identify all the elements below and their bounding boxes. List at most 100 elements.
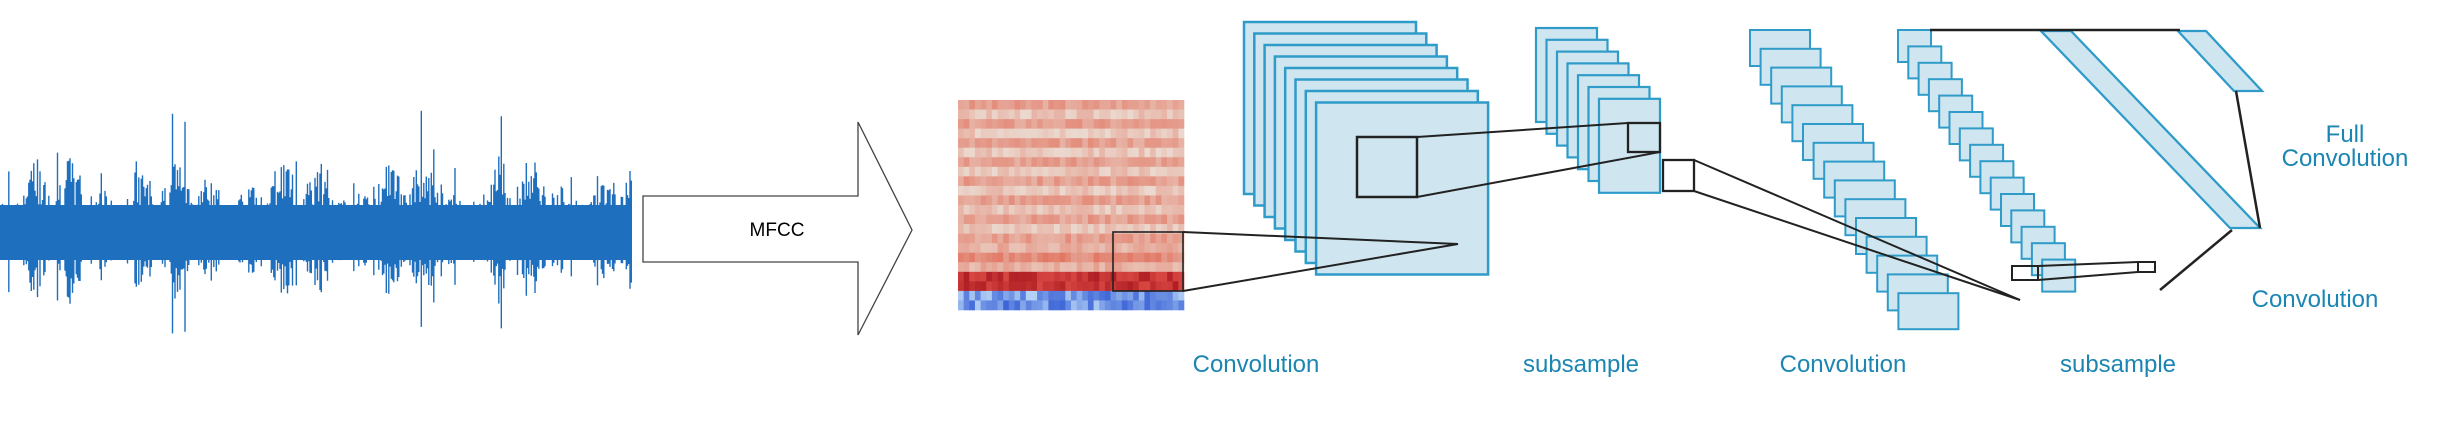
mfcc-cell <box>1161 243 1168 254</box>
mfcc-cell <box>1008 109 1015 120</box>
mfcc-cell <box>1150 138 1157 149</box>
mfcc-cell <box>1014 233 1021 244</box>
mfcc-cell <box>1003 205 1010 215</box>
mfcc-cell <box>1116 252 1123 263</box>
mfcc-cell <box>1065 195 1072 206</box>
mfcc-cell <box>1150 252 1157 263</box>
mfcc-cell <box>1031 166 1038 177</box>
mfcc-cell <box>1014 281 1021 292</box>
mfcc-cell <box>1161 128 1168 139</box>
mfcc-cell <box>963 281 970 292</box>
mfcc-cell <box>958 252 964 263</box>
mfcc-cell <box>1144 185 1151 196</box>
mfcc-cell <box>1161 157 1168 168</box>
mfcc-cell <box>963 185 970 196</box>
mfcc-cell <box>1150 271 1157 282</box>
mfcc-cell <box>1003 252 1010 263</box>
mfcc-cell <box>1150 224 1157 234</box>
mfcc-cell <box>958 128 964 139</box>
mfcc-cell <box>1037 262 1044 273</box>
mfcc-cell <box>1031 157 1038 168</box>
mfcc-cell <box>1144 214 1151 225</box>
mfcc-cell <box>1104 195 1111 206</box>
mfcc-cell <box>1172 243 1179 254</box>
mfcc-cell <box>1093 128 1100 139</box>
mfcc-cell <box>1116 185 1123 196</box>
mfcc-cell <box>1110 109 1117 120</box>
mfcc-cell <box>1138 281 1145 292</box>
mfcc-cell <box>1020 224 1027 234</box>
mfcc-cell <box>980 195 987 206</box>
mfcc-cell <box>1082 205 1089 215</box>
mfcc-cell <box>997 176 1004 187</box>
mfcc-cell <box>1048 147 1055 158</box>
label-convolution-2: Convolution <box>1780 351 1907 378</box>
mfcc-cell <box>1127 147 1134 158</box>
mfcc-cell <box>1065 128 1072 139</box>
mfcc-cell <box>1020 100 1027 110</box>
mfcc-cell <box>1138 290 1145 301</box>
mfcc-cell <box>1042 119 1049 129</box>
mfcc-cell <box>1104 138 1111 149</box>
mfcc-cell <box>1054 243 1060 254</box>
mfcc-cell <box>1037 252 1044 263</box>
mfcc-cell <box>1087 243 1094 254</box>
mfcc-cell <box>963 176 970 187</box>
mfcc-cell <box>1133 147 1140 158</box>
mfcc-cell <box>1127 290 1134 301</box>
mfcc-cell <box>958 195 964 206</box>
mfcc-cell <box>1082 138 1089 149</box>
mfcc-cell <box>1099 214 1106 225</box>
mfcc-cell <box>1003 233 1010 244</box>
mfcc-cell <box>1155 233 1162 244</box>
mfcc-cell <box>1155 138 1162 149</box>
mfcc-cell <box>1172 100 1179 110</box>
mfcc-cell <box>1116 243 1123 254</box>
mfcc-cell <box>1133 205 1140 215</box>
mfcc-cell <box>1008 176 1015 187</box>
mfcc-cell <box>1065 119 1072 129</box>
mfcc-cell <box>1071 147 1077 158</box>
mfcc-cell <box>1138 262 1145 273</box>
mfcc-cell <box>1071 233 1077 244</box>
mfcc-cell <box>1110 128 1117 139</box>
mfcc-cell <box>1110 300 1117 311</box>
mfcc-cell <box>1082 128 1089 139</box>
mfcc-cell <box>1110 166 1117 177</box>
mfcc-cell <box>1167 119 1173 129</box>
mfcc-cell <box>1099 252 1106 263</box>
mfcc-cell <box>1116 176 1123 187</box>
mfcc-cell <box>969 138 976 149</box>
mfcc-cell <box>1155 128 1162 139</box>
mfcc-cell <box>1054 138 1060 149</box>
mfcc-cell <box>1014 109 1021 120</box>
mfcc-cell <box>1104 109 1111 120</box>
mfcc-cell <box>1116 271 1123 282</box>
mfcc-cell <box>980 128 987 139</box>
mfcc-cell <box>1150 195 1157 206</box>
mfcc-cell <box>1167 281 1173 292</box>
mfcc-cell <box>986 176 993 187</box>
mfcc-cell <box>980 290 987 301</box>
mfcc-cell <box>1037 157 1044 168</box>
mfcc-cell <box>1031 128 1038 139</box>
mfcc-cell <box>1093 147 1100 158</box>
mfcc-cell <box>1042 281 1049 292</box>
mfcc-cell <box>974 166 981 177</box>
mfcc-cell <box>1104 300 1111 311</box>
mfcc-cell <box>1042 252 1049 263</box>
mfcc-cell <box>1087 176 1094 187</box>
mfcc-cell <box>1150 109 1157 120</box>
mfcc-cell <box>1031 119 1038 129</box>
mfcc-cell <box>997 100 1004 110</box>
mfcc-cell <box>1014 138 1021 149</box>
mfcc-cell <box>1003 147 1010 158</box>
mfcc-cell <box>1087 128 1094 139</box>
mfcc-cell <box>1150 128 1157 139</box>
mfcc-cell <box>958 262 964 273</box>
mfcc-cell <box>1138 128 1145 139</box>
mfcc-cell <box>1054 128 1060 139</box>
mfcc-cell <box>958 138 964 149</box>
mfcc-cell <box>1071 214 1077 225</box>
mfcc-cell <box>1071 119 1077 129</box>
